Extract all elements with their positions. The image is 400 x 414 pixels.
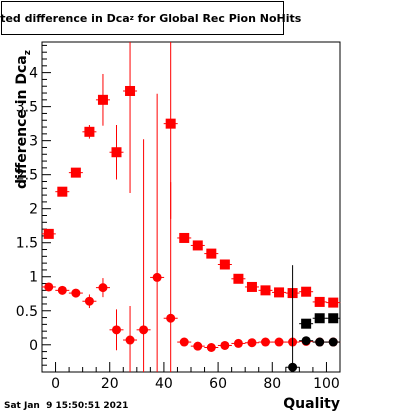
data-point-circle xyxy=(274,337,284,347)
data-point-circle xyxy=(247,338,257,348)
data-point-square xyxy=(125,85,136,96)
data-point-circle xyxy=(233,338,243,348)
data-point-circle xyxy=(84,296,94,306)
data-point-square xyxy=(328,313,339,324)
y-tick-label: 0 xyxy=(29,338,38,354)
data-point-circle xyxy=(301,336,311,346)
data-point-square xyxy=(328,297,339,308)
data-point-circle xyxy=(112,325,121,335)
y-tick-label: 1.5 xyxy=(16,236,38,252)
data-point-circle xyxy=(288,362,298,372)
y-axis-label-subscript: z xyxy=(22,50,33,56)
data-point-circle xyxy=(328,337,338,347)
data-point-square xyxy=(314,313,325,324)
y-tick-label: 3.5 xyxy=(16,100,38,116)
data-point-square xyxy=(219,259,230,270)
data-point-circle xyxy=(57,285,67,295)
y-tick-label: 4 xyxy=(29,66,38,82)
data-point-circle xyxy=(44,282,54,292)
data-point-circle xyxy=(220,340,230,350)
data-point-circle xyxy=(125,335,135,345)
y-tick-label: 0.5 xyxy=(16,304,38,320)
x-axis-label: Quality xyxy=(283,396,340,412)
data-point-square xyxy=(192,240,203,251)
chart-title: Fitted difference in Dcaz for Global Rec… xyxy=(0,1,301,35)
data-point-circle xyxy=(315,337,325,347)
data-point-square xyxy=(111,147,122,158)
y-tick-label: 2 xyxy=(29,202,38,218)
data-point-circle xyxy=(139,325,149,335)
data-marks xyxy=(41,42,341,372)
y-tick-label: 2.5 xyxy=(16,168,38,184)
y-tick-label: 1 xyxy=(29,270,38,286)
data-point-circle xyxy=(166,313,176,323)
x-tick-label: 0 xyxy=(51,376,60,392)
y-axis-label-main: difference in Dca xyxy=(14,55,30,189)
data-point-circle xyxy=(206,343,216,353)
x-tick-label: 100 xyxy=(313,376,340,392)
data-point-square xyxy=(165,118,176,129)
data-point-circle xyxy=(152,272,162,282)
data-point-square xyxy=(260,285,271,296)
data-point-square xyxy=(301,318,312,329)
data-point-square xyxy=(70,167,81,178)
data-point-square xyxy=(57,186,68,197)
data-point-square xyxy=(301,286,312,297)
data-point-square xyxy=(43,228,54,239)
x-tick-label: 20 xyxy=(101,376,119,392)
data-point-circle xyxy=(179,337,189,347)
data-point-square xyxy=(274,287,285,298)
y-tick-label: 3 xyxy=(29,134,38,150)
chart-title-main: Fitted difference in Dca xyxy=(0,11,130,25)
y-axis-label: difference in Dcaz xyxy=(14,50,33,190)
chart-title-subscript: z xyxy=(129,14,134,22)
data-point-square xyxy=(97,94,108,105)
data-point-square xyxy=(314,296,325,307)
data-point-square xyxy=(206,248,217,259)
data-point-square xyxy=(246,281,257,292)
x-tick-label: 60 xyxy=(209,376,227,392)
data-point-circle xyxy=(71,288,81,298)
data-point-square xyxy=(233,273,244,284)
data-point-square xyxy=(84,126,95,137)
data-point-square xyxy=(179,232,190,243)
data-point-circle xyxy=(193,341,203,351)
data-point-circle xyxy=(261,337,270,347)
x-tick-label: 40 xyxy=(155,376,173,392)
data-point-circle xyxy=(98,283,108,293)
axis-ticks: 0 20 40 60 80 100 0 0.5 1 1.5 2 2.5 3 3.5 4 xyxy=(16,44,341,392)
chart-title-tail: for Global Rec Pion NoHits xyxy=(133,11,302,25)
date-stamp: Sat Jan 9 15:50:51 2021 xyxy=(4,401,129,411)
x-tick-label: 80 xyxy=(263,376,281,392)
plot-frame xyxy=(41,41,341,373)
